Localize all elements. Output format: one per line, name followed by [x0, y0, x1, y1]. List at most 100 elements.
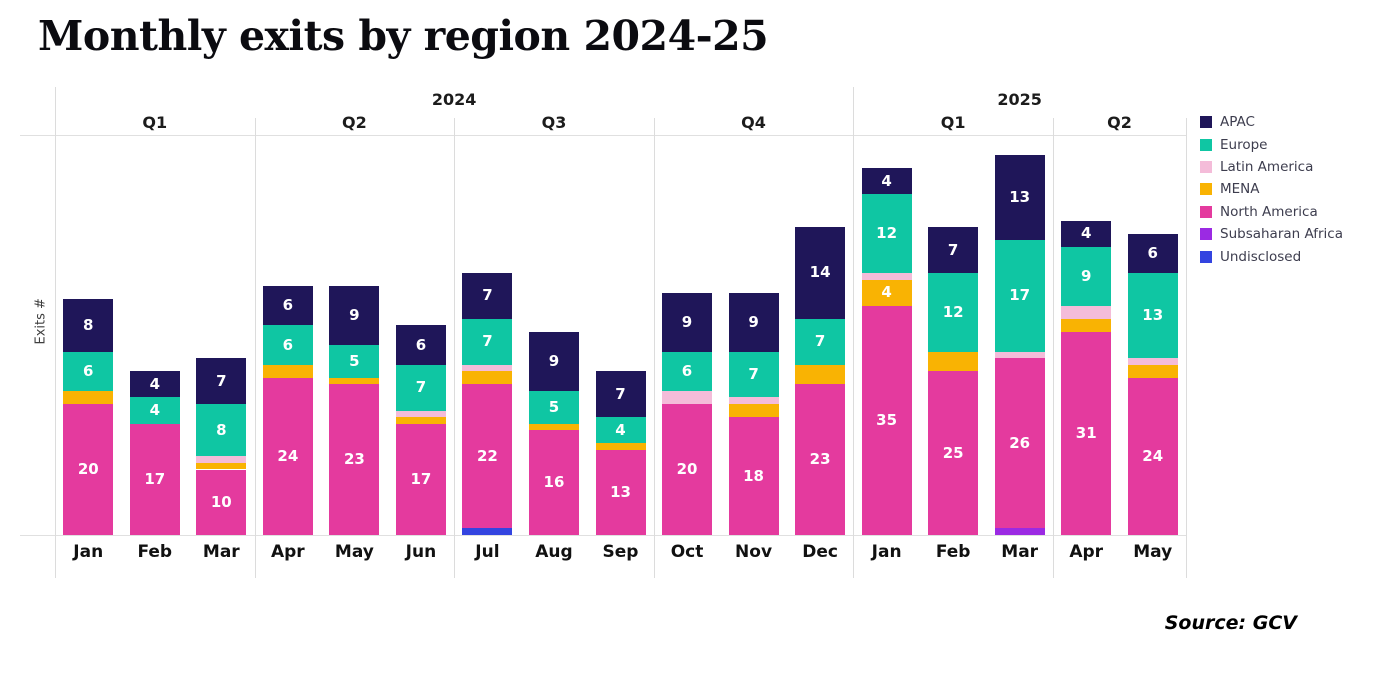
segment-value-label: 12: [876, 224, 898, 243]
bar-segment-mena[interactable]: [595, 443, 646, 450]
bar-segment-north-america[interactable]: 31: [1061, 331, 1112, 535]
bar-segment-latin-america[interactable]: [662, 390, 713, 404]
bar-segment-mena[interactable]: [262, 364, 313, 378]
bar-segment-apac[interactable]: 9: [329, 286, 380, 346]
bar-segment-mena[interactable]: [196, 462, 247, 470]
bar-segment-apac[interactable]: 6: [1127, 233, 1178, 273]
bar-segment-mena[interactable]: [528, 423, 579, 431]
bar-segment-mena[interactable]: [395, 417, 446, 424]
legend-item-mena[interactable]: MENA: [1200, 178, 1343, 200]
bar-segment-mena[interactable]: [462, 371, 513, 385]
bar-segment-north-america[interactable]: 23: [795, 384, 846, 535]
bar-segment-latin-america[interactable]: [196, 456, 247, 463]
bar-segment-north-america[interactable]: 17: [395, 423, 446, 535]
bar-segment-europe[interactable]: 7: [795, 318, 846, 365]
bar-segment-north-america[interactable]: 20: [662, 404, 713, 535]
bar-segment-north-america[interactable]: 25: [928, 371, 979, 535]
bar-segment-north-america[interactable]: 17: [129, 423, 180, 535]
segment-value-label: 26: [1009, 433, 1031, 452]
bar-segment-apac[interactable]: 7: [462, 273, 513, 319]
bar-segment-latin-america[interactable]: [994, 351, 1045, 359]
segment-value-label: 4: [881, 171, 892, 190]
segment-value-label: 20: [676, 460, 698, 478]
bar-segment-europe[interactable]: 6: [662, 351, 713, 391]
segment-value-label: 9: [681, 312, 693, 331]
bar-segment-north-america[interactable]: 22: [462, 384, 513, 529]
bar-segment-mena[interactable]: [728, 404, 779, 418]
bar-segment-apac[interactable]: 4: [861, 168, 912, 195]
bar-segment-mena[interactable]: [795, 364, 846, 385]
segment-value-label: 14: [809, 263, 831, 282]
bar-segment-north-america[interactable]: 23: [329, 384, 380, 535]
legend-item-apac[interactable]: APAC: [1200, 111, 1343, 133]
bar-segment-mena[interactable]: [928, 351, 979, 372]
bar-segment-mena[interactable]: [1127, 364, 1178, 378]
bar-segment-subsaharan-africa[interactable]: [994, 528, 1045, 535]
bar-segment-north-america[interactable]: 26: [994, 358, 1045, 529]
bar-segment-apac[interactable]: 4: [1061, 220, 1112, 247]
bar-segment-latin-america[interactable]: [861, 273, 912, 280]
bar-segment-europe[interactable]: 9: [1061, 246, 1112, 306]
header-rule: [20, 134, 1186, 136]
bar-segment-apac[interactable]: 7: [928, 227, 979, 273]
bar-segment-latin-america[interactable]: [462, 364, 513, 372]
bar-segment-apac[interactable]: 8: [63, 299, 114, 352]
bar-segment-europe[interactable]: 12: [861, 194, 912, 273]
bar-segment-europe[interactable]: 8: [196, 404, 247, 457]
segment-value-label: 9: [1080, 266, 1092, 285]
bar-segment-mena[interactable]: [329, 377, 380, 385]
bar-segment-latin-america[interactable]: [728, 397, 779, 404]
bar-segment-north-america[interactable]: 16: [528, 430, 579, 535]
bar-segment-north-america[interactable]: 24: [262, 377, 313, 535]
legend-item-latin-america[interactable]: Latin America: [1200, 156, 1343, 178]
x-axis-month-label: Oct: [670, 542, 704, 562]
bar-segment-apac[interactable]: 7: [196, 358, 247, 404]
bar-segment-apac[interactable]: 9: [728, 292, 779, 352]
bar-segment-north-america[interactable]: 10: [196, 469, 247, 535]
bar-segment-europe[interactable]: 17: [994, 240, 1045, 352]
bar-segment-apac[interactable]: 9: [662, 292, 713, 352]
bar-segment-europe[interactable]: 6: [262, 325, 313, 365]
segment-value-label: 20: [77, 460, 99, 478]
bar-segment-europe[interactable]: 7: [395, 364, 446, 411]
bar-segment-undisclosed[interactable]: [462, 528, 513, 535]
legend-swatch: [1200, 183, 1212, 196]
bar-segment-europe[interactable]: 4: [129, 397, 180, 424]
bar-segment-mena[interactable]: 4: [861, 279, 912, 306]
segment-value-label: 4: [149, 401, 160, 420]
bar-segment-latin-america[interactable]: [395, 410, 446, 418]
legend-item-subsaharan-africa[interactable]: Subsaharan Africa: [1200, 223, 1343, 245]
bar-segment-apac[interactable]: 4: [129, 371, 180, 398]
bar-segment-mena[interactable]: [63, 390, 114, 404]
segment-value-label: 10: [210, 492, 232, 511]
bar-segment-north-america[interactable]: 18: [728, 417, 779, 535]
bar-segment-europe[interactable]: 4: [595, 417, 646, 444]
bar-segment-europe[interactable]: 7: [728, 351, 779, 398]
bar-segment-apac[interactable]: 7: [595, 371, 646, 418]
bar-segment-north-america[interactable]: 24: [1127, 377, 1178, 535]
x-axis-month-label: Mar: [202, 542, 240, 562]
bar-segment-north-america[interactable]: 13: [595, 449, 646, 535]
segment-value-label: 4: [615, 420, 626, 439]
bar-segment-apac[interactable]: 13: [994, 155, 1045, 241]
bar-segment-europe[interactable]: 12: [928, 273, 979, 352]
legend-item-undisclosed[interactable]: Undisclosed: [1200, 245, 1343, 267]
segment-value-label: 7: [615, 384, 626, 403]
bar-segment-latin-america[interactable]: [1061, 305, 1112, 319]
bar-segment-latin-america[interactable]: [1127, 358, 1178, 365]
bar-segment-europe[interactable]: 5: [329, 345, 380, 378]
segment-value-label: 6: [83, 361, 94, 380]
bar-segment-apac[interactable]: 6: [395, 325, 446, 365]
bar-segment-apac[interactable]: 14: [795, 227, 846, 319]
bar-segment-apac[interactable]: 6: [262, 286, 313, 326]
bar-segment-north-america[interactable]: 20: [63, 404, 114, 535]
bar-segment-apac[interactable]: 9: [528, 331, 579, 391]
bar-segment-north-america[interactable]: 35: [861, 305, 912, 535]
bar-segment-europe[interactable]: 13: [1127, 273, 1178, 359]
legend-item-europe[interactable]: Europe: [1200, 133, 1343, 155]
bar-segment-europe[interactable]: 7: [462, 318, 513, 365]
bar-segment-europe[interactable]: 5: [528, 390, 579, 424]
legend-item-north-america[interactable]: North America: [1200, 201, 1343, 223]
bar-segment-europe[interactable]: 6: [63, 351, 114, 391]
bar-segment-mena[interactable]: [1061, 318, 1112, 332]
